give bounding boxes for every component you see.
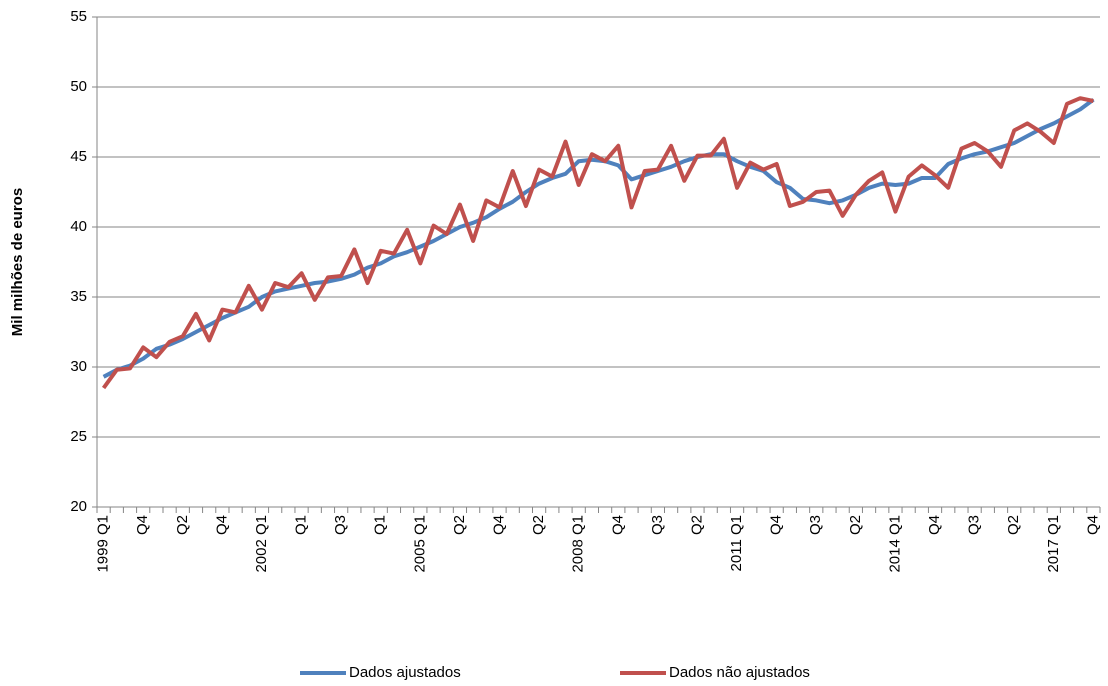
x-tick-label: Q2 xyxy=(530,515,547,535)
x-tick-label: 2005 Q1 xyxy=(411,515,428,573)
x-tick-label: Q2 xyxy=(1005,515,1022,535)
x-tick-label: Q4 xyxy=(134,515,151,535)
y-tick-label: 55 xyxy=(70,8,87,25)
x-tick-label: 2011 Q1 xyxy=(728,515,745,571)
y-tick-label: 25 xyxy=(70,428,87,445)
x-tick-label: Q2 xyxy=(451,515,468,535)
legend-label: Dados não ajustados xyxy=(669,664,810,681)
legend-label: Dados ajustados xyxy=(349,664,461,681)
x-tick-label: Q3 xyxy=(649,515,666,535)
y-axis-title: Mil milhões de euros xyxy=(9,188,26,336)
x-tick-label: Q3 xyxy=(807,515,824,535)
x-tick-label: Q1 xyxy=(372,515,389,535)
x-tick-label: Q4 xyxy=(768,515,785,535)
data-line xyxy=(102,97,1095,379)
x-tick-label: Q4 xyxy=(926,515,943,535)
x-tick-label: Q4 xyxy=(609,515,626,535)
data-line xyxy=(101,96,1094,390)
x-tick-label: Q2 xyxy=(688,515,705,535)
x-tick-label: 2002 Q1 xyxy=(253,515,270,573)
x-tick-label: Q4 xyxy=(490,515,507,535)
x-tick-label: 2008 Q1 xyxy=(570,515,587,573)
x-tick-label: 2014 Q1 xyxy=(886,515,903,573)
y-tick-label: 45 xyxy=(70,148,87,165)
y-tick-label: 35 xyxy=(70,288,87,305)
x-tick-label: Q3 xyxy=(332,515,349,535)
x-tick-label: Q3 xyxy=(966,515,983,535)
x-tick-label: 2017 Q1 xyxy=(1045,515,1062,573)
y-tick-label: 30 xyxy=(70,358,87,375)
x-tick-label: Q2 xyxy=(847,515,864,535)
y-tick-label: 50 xyxy=(70,78,87,95)
x-tick-label: Q4 xyxy=(213,515,230,535)
x-tick-label: Q1 xyxy=(293,515,310,535)
x-tick-label: 1999 Q1 xyxy=(95,515,112,573)
y-tick-label: 40 xyxy=(70,218,87,235)
x-tick-label: Q4 xyxy=(1084,515,1101,535)
y-tick-label: 20 xyxy=(70,498,87,515)
x-tick-label: Q2 xyxy=(174,515,191,535)
